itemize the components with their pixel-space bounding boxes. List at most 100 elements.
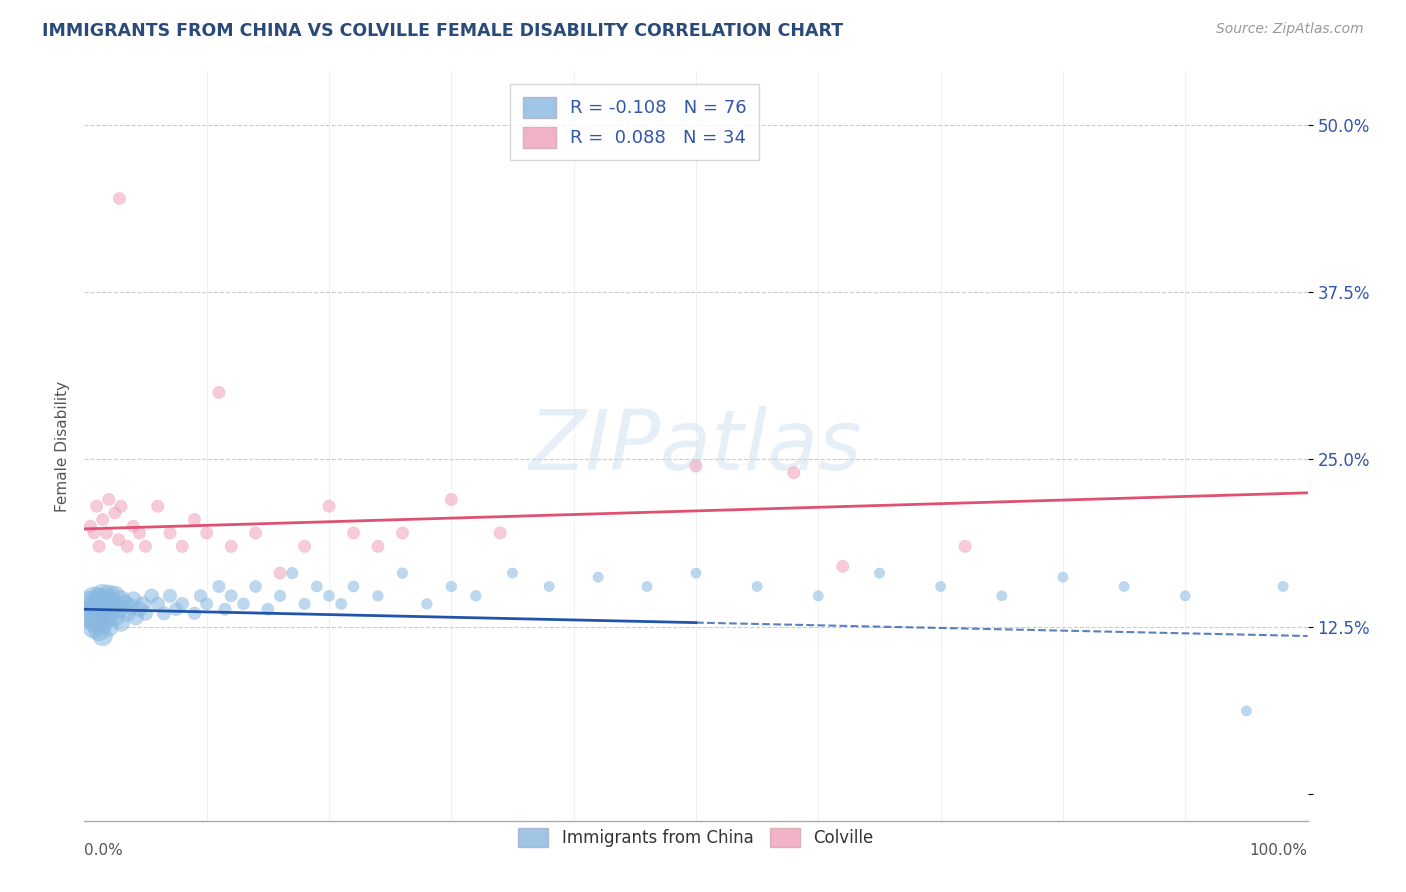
Point [502, 566, 524, 581]
Point [747, 580, 769, 594]
Point [232, 597, 254, 611]
Point [1114, 580, 1136, 594]
Point [1052, 570, 1074, 584]
Point [91, 615, 114, 630]
Point [159, 589, 181, 603]
Point [685, 459, 707, 474]
Point [86, 602, 108, 616]
Point [96, 526, 118, 541]
Point [97, 492, 120, 507]
Point [391, 526, 413, 541]
Point [87, 624, 110, 638]
Text: IMMIGRANTS FROM CHINA VS COLVILLE FEMALE DISABILITY CORRELATION CHART: IMMIGRANTS FROM CHINA VS COLVILLE FEMALE… [42, 22, 844, 40]
Point [172, 597, 194, 611]
Point [132, 597, 155, 611]
Point [120, 599, 142, 614]
Point [83, 593, 105, 607]
Point [183, 607, 205, 621]
Point [135, 607, 157, 621]
Point [141, 589, 163, 603]
Point [367, 539, 389, 553]
Point [172, 539, 194, 553]
Point [1236, 704, 1258, 718]
Point [107, 533, 129, 547]
Point [257, 602, 280, 616]
Point [281, 566, 304, 581]
Point [122, 593, 145, 607]
Point [96, 610, 118, 624]
Point [96, 593, 118, 607]
Point [83, 526, 105, 541]
Point [586, 570, 609, 584]
Point [97, 620, 120, 634]
Point [83, 620, 105, 634]
Point [91, 602, 114, 616]
Point [538, 580, 561, 594]
Point [831, 559, 853, 574]
Point [219, 589, 242, 603]
Point [104, 610, 127, 624]
Point [97, 602, 120, 616]
Point [685, 566, 707, 581]
Point [1174, 589, 1197, 603]
Point [991, 589, 1014, 603]
Point [79, 519, 101, 533]
Point [79, 599, 101, 614]
Point [87, 593, 110, 607]
Point [146, 500, 169, 514]
Point [318, 589, 340, 603]
Point [104, 589, 127, 603]
Point [342, 526, 364, 541]
Point [86, 615, 108, 630]
Point [107, 192, 129, 206]
Point [269, 589, 291, 603]
Point [110, 593, 132, 607]
Point [183, 512, 205, 526]
Point [86, 597, 108, 611]
Point [1272, 580, 1295, 594]
Point [83, 613, 105, 627]
Point [115, 539, 138, 553]
Point [190, 589, 212, 603]
Point [245, 580, 267, 594]
Point [91, 629, 114, 643]
Point [294, 597, 316, 611]
Point [135, 539, 157, 553]
Point [128, 602, 150, 616]
Point [114, 597, 136, 611]
Point [110, 500, 132, 514]
Point [330, 597, 353, 611]
Point [87, 610, 110, 624]
Point [269, 566, 291, 581]
Point [391, 566, 413, 581]
Text: 100.0%: 100.0% [1250, 843, 1308, 858]
Point [115, 607, 138, 621]
Point [489, 526, 512, 541]
Point [128, 526, 150, 541]
Point [159, 526, 181, 541]
Point [783, 466, 806, 480]
Point [636, 580, 658, 594]
Point [153, 607, 176, 621]
Point [929, 580, 952, 594]
Point [440, 580, 463, 594]
Point [91, 512, 114, 526]
Point [869, 566, 891, 581]
Point [440, 492, 463, 507]
Point [165, 602, 187, 616]
Point [122, 519, 145, 533]
Point [219, 539, 242, 553]
Point [367, 589, 389, 603]
Point [214, 602, 236, 616]
Point [91, 589, 114, 603]
Point [342, 580, 364, 594]
Point [107, 602, 129, 616]
Text: Source: ZipAtlas.com: Source: ZipAtlas.com [1216, 22, 1364, 37]
Text: 0.0%: 0.0% [84, 843, 124, 858]
Point [87, 539, 110, 553]
Point [86, 500, 108, 514]
Point [79, 607, 101, 621]
Point [245, 526, 267, 541]
Point [318, 500, 340, 514]
Text: ZIPatlas: ZIPatlas [529, 406, 863, 486]
